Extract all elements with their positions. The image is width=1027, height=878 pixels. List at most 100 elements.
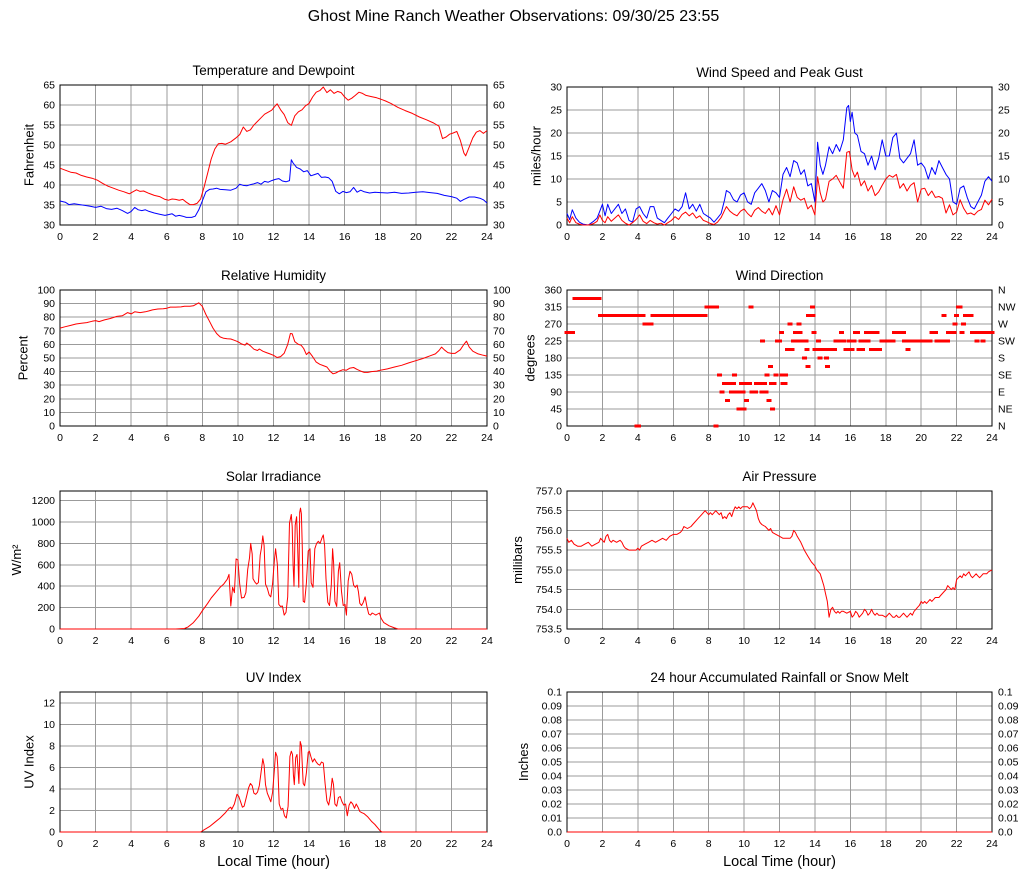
plot-frame: [566, 86, 993, 226]
x-tick-label: 22: [446, 432, 458, 444]
x-tick-label: 24: [986, 635, 998, 647]
right-tick-label: 100: [493, 285, 511, 297]
right-tick-label: 30: [998, 82, 1010, 94]
y-tick-label: 756.0: [536, 525, 562, 537]
right-tick-label: 70: [493, 325, 505, 337]
x-tick-label: 24: [481, 231, 493, 243]
y-tick-label: 20: [43, 393, 55, 405]
x-tick-label: 16: [844, 231, 856, 243]
y-tick-label: 753.5: [536, 624, 562, 636]
right-tick-label: 0.01: [998, 813, 1019, 825]
y-tick-label: 0.02: [542, 799, 563, 811]
x-tick-label: 18: [880, 231, 892, 243]
x-tick-label: 18: [880, 635, 892, 647]
series-uv-index: [60, 741, 487, 833]
right-tick-label: 0.06: [998, 743, 1019, 755]
right-tick-label: NE: [998, 404, 1013, 416]
x-tick-label: 12: [268, 432, 280, 444]
x-tick-label: 16: [339, 231, 351, 243]
y-tick-label: 315: [544, 302, 562, 314]
right-tick-label: 30: [493, 380, 505, 392]
x-tick-label: 0: [57, 432, 63, 444]
y-tick-label: 0.06: [542, 743, 563, 755]
x-tick-label: 24: [986, 432, 998, 444]
right-tick-label: 0.09: [998, 701, 1019, 713]
x-tick-label: 8: [199, 838, 205, 850]
right-tick-label: 10: [998, 174, 1010, 186]
x-tick-label: 22: [446, 635, 458, 647]
x-tick-label: 10: [232, 635, 244, 647]
y-tick-label: 80: [43, 312, 55, 324]
x-tick-label: 20: [410, 838, 422, 850]
x-tick-label: 12: [774, 231, 786, 243]
x-axis-label: Local Time (hour): [217, 854, 330, 870]
x-tick-label: 6: [670, 635, 676, 647]
x-tick-label: 18: [374, 838, 386, 850]
x-tick-label: 6: [164, 231, 170, 243]
x-tick-label: 16: [339, 635, 351, 647]
y-tick-label: 200: [37, 602, 55, 614]
x-tick-label: 2: [93, 635, 99, 647]
x-tick-label: 18: [374, 635, 386, 647]
y-tick-label: 35: [43, 200, 55, 212]
x-tick-label: 18: [374, 432, 386, 444]
x-tick-label: 16: [844, 838, 856, 850]
x-tick-label: 8: [199, 635, 205, 647]
y-tick-label: 12: [43, 697, 55, 709]
x-tick-label: 20: [410, 231, 422, 243]
y-axis-label: Percent: [15, 335, 30, 380]
right-tick-label: 20: [998, 128, 1010, 140]
right-tick-label: 30: [493, 220, 505, 232]
x-tick-label: 2: [599, 838, 605, 850]
x-tick-label: 14: [303, 432, 315, 444]
x-tick-label: 6: [670, 838, 676, 850]
x-tick-label: 0: [57, 838, 63, 850]
x-tick-label: 24: [481, 635, 493, 647]
y-tick-label: 90: [550, 387, 562, 399]
plot-frame: [59, 490, 488, 630]
right-tick-label: 65: [493, 80, 505, 92]
right-tick-label: 50: [493, 140, 505, 152]
y-tick-label: 20: [550, 128, 562, 140]
y-axis-label: degrees: [522, 334, 537, 381]
y-tick-label: 10: [550, 174, 562, 186]
x-tick-label: 8: [199, 231, 205, 243]
right-tick-label: NW: [998, 302, 1016, 314]
series-air-pressure: [566, 502, 993, 618]
x-tick-label: 20: [410, 432, 422, 444]
x-tick-label: 4: [128, 432, 134, 444]
series-solar-irradiance: [60, 507, 487, 630]
y-tick-label: 45: [43, 160, 55, 172]
x-tick-label: 12: [268, 231, 280, 243]
x-tick-label: 10: [738, 635, 750, 647]
x-tick-label: 14: [809, 635, 821, 647]
right-tick-label: 0.0: [998, 827, 1013, 839]
chart-title: Air Pressure: [742, 469, 816, 484]
plot-frame: [59, 691, 488, 833]
x-tick-label: 2: [93, 231, 99, 243]
x-tick-label: 16: [844, 635, 856, 647]
y-tick-label: 15: [550, 151, 562, 163]
y-tick-label: 0.04: [542, 771, 563, 783]
x-tick-label: 14: [303, 231, 315, 243]
x-tick-label: 12: [774, 838, 786, 850]
x-tick-label: 0: [564, 838, 570, 850]
x-tick-label: 24: [481, 432, 493, 444]
chart-title: Wind Speed and Peak Gust: [696, 65, 863, 80]
x-tick-label: 0: [564, 231, 570, 243]
x-tick-label: 6: [670, 432, 676, 444]
x-tick-label: 4: [128, 635, 134, 647]
y-tick-label: 65: [43, 80, 55, 92]
chart-title: UV Index: [246, 670, 302, 685]
right-tick-label: 10: [493, 407, 505, 419]
x-tick-label: 4: [128, 231, 134, 243]
series-wind-direction: [564, 296, 995, 428]
x-tick-label: 22: [951, 432, 963, 444]
x-tick-label: 0: [57, 231, 63, 243]
right-tick-label: 40: [493, 180, 505, 192]
right-tick-label: 0: [998, 220, 1004, 232]
y-tick-label: 0.09: [542, 701, 563, 713]
right-tick-label: 15: [998, 151, 1010, 163]
